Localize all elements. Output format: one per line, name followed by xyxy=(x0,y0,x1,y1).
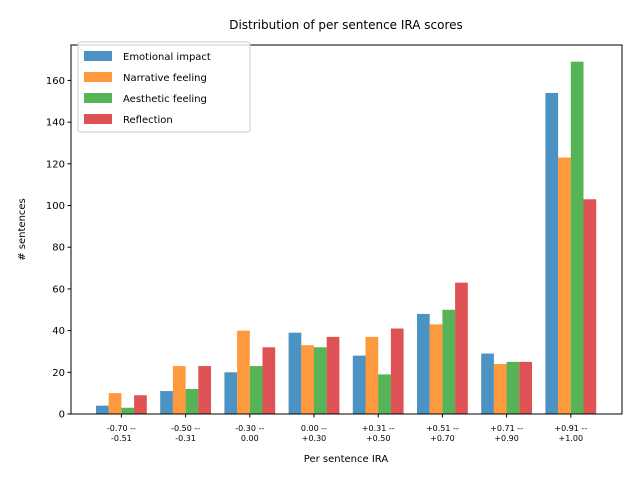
bar-narrative-feeling-6 xyxy=(493,363,507,414)
x-tick-label: 0.00 xyxy=(241,434,259,443)
legend-label: Narrative feeling xyxy=(123,73,207,84)
x-axis: -0.70 ---0.51 -0.50 ---0.31 -0.30 --0.00 0.… xyxy=(107,414,587,443)
x-tick-label: +0.70 xyxy=(430,434,455,443)
y-tick-label: 0 xyxy=(59,410,65,421)
legend-label: Aesthetic feeling xyxy=(123,94,207,105)
bar-reflection-6 xyxy=(519,361,532,414)
x-tick-label: +0.31 -- xyxy=(362,424,395,433)
bar-reflection-1 xyxy=(198,366,211,414)
bar-reflection-3 xyxy=(326,336,340,414)
bar-emotional-impact-2 xyxy=(224,372,238,414)
bar-reflection-7 xyxy=(583,199,597,414)
bar-aesthetic-feeling-2 xyxy=(249,366,263,414)
x-tick-label: -0.50 -- xyxy=(171,424,200,433)
bar-narrative-feeling-3 xyxy=(301,345,314,414)
y-tick-label: 140 xyxy=(46,118,65,129)
y-tick-label: 160 xyxy=(46,76,65,87)
legend: Emotional impact Narrative feeling Aesthet… xyxy=(77,41,251,133)
bar-emotional-impact-5 xyxy=(417,313,430,414)
legend-swatch xyxy=(84,114,112,124)
bar-reflection-5 xyxy=(455,282,468,414)
x-tick-label: -0.31 xyxy=(175,434,196,443)
y-axis: 0 20 40 60 80 100 120 140 160 xyxy=(46,76,71,421)
x-tick-label: +1.00 xyxy=(559,434,584,443)
legend-box xyxy=(77,41,251,133)
bar-narrative-feeling-1 xyxy=(172,366,186,414)
bar-narrative-feeling-2 xyxy=(237,330,250,414)
y-tick-label: 60 xyxy=(52,284,65,295)
bar-narrative-feeling-4 xyxy=(365,336,379,414)
bar-emotional-impact-6 xyxy=(481,353,494,414)
bar-aesthetic-feeling-7 xyxy=(570,61,584,414)
legend-swatch xyxy=(84,72,112,82)
y-tick-label: 40 xyxy=(52,326,65,337)
x-tick-label: +0.91 -- xyxy=(554,424,587,433)
x-tick-label: +0.90 xyxy=(494,434,519,443)
y-tick-label: 100 xyxy=(46,201,65,212)
bar-emotional-impact-7 xyxy=(545,92,559,414)
chart-title: Distribution of per sentence IRA scores xyxy=(229,18,463,32)
bar-aesthetic-feeling-4 xyxy=(378,374,391,414)
x-tick-label: +0.30 xyxy=(302,434,327,443)
bar-reflection-0 xyxy=(134,395,147,414)
x-tick-label: 0.00 -- xyxy=(301,424,327,433)
bar-aesthetic-feeling-3 xyxy=(314,347,327,414)
y-tick-label: 80 xyxy=(52,243,65,254)
bar-narrative-feeling-5 xyxy=(429,324,443,414)
y-tick-label: 120 xyxy=(46,159,65,170)
y-tick-label: 20 xyxy=(52,368,65,379)
bar-emotional-impact-4 xyxy=(352,355,366,414)
bar-aesthetic-feeling-5 xyxy=(442,309,456,414)
bar-emotional-impact-0 xyxy=(96,405,109,414)
y-axis-label: # sentences xyxy=(17,198,28,261)
bar-aesthetic-feeling-0 xyxy=(121,407,135,414)
x-tick-label: -0.70 -- xyxy=(107,424,136,433)
x-tick-label: -0.51 xyxy=(111,434,132,443)
bar-narrative-feeling-0 xyxy=(108,393,122,414)
x-tick-label: +0.51 -- xyxy=(426,424,459,433)
x-tick-label: -0.30 -- xyxy=(235,424,264,433)
bars-group xyxy=(96,61,597,414)
legend-swatch xyxy=(84,93,112,103)
bar-reflection-2 xyxy=(262,347,276,414)
bar-emotional-impact-3 xyxy=(288,332,302,414)
x-tick-label: +0.50 xyxy=(366,434,391,443)
plot-frame xyxy=(70,44,623,415)
bar-emotional-impact-1 xyxy=(160,391,173,414)
bar-aesthetic-feeling-6 xyxy=(506,361,520,414)
legend-swatch xyxy=(84,51,112,61)
bar-reflection-4 xyxy=(390,328,404,414)
legend-label: Emotional impact xyxy=(123,52,211,63)
x-axis-label: Per sentence IRA xyxy=(304,454,389,465)
bar-aesthetic-feeling-1 xyxy=(185,388,199,414)
x-tick-label: +0.71 -- xyxy=(490,424,523,433)
legend-label: Reflection xyxy=(123,115,173,126)
bar-narrative-feeling-7 xyxy=(558,157,571,414)
